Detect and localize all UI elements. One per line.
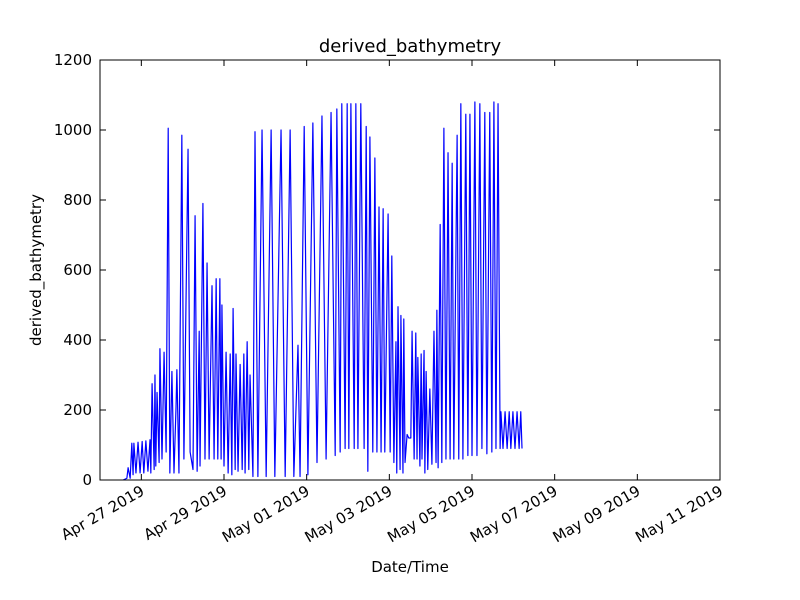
x-axis-label: Date/Time <box>371 558 449 576</box>
y-tick-label: 0 <box>82 471 92 489</box>
y-tick-label: 200 <box>63 401 92 419</box>
chart-title: derived_bathymetry <box>319 36 502 57</box>
y-tick-label: 600 <box>63 261 92 279</box>
plot-frame <box>99 59 721 481</box>
y-tick-label: 1000 <box>54 121 92 139</box>
y-axis-label: derived_bathymetry <box>27 194 46 346</box>
data-line <box>122 101 523 481</box>
y-tick-label: 1200 <box>54 51 92 69</box>
y-tick-label: 800 <box>63 191 92 209</box>
y-tick-label: 400 <box>63 331 92 349</box>
